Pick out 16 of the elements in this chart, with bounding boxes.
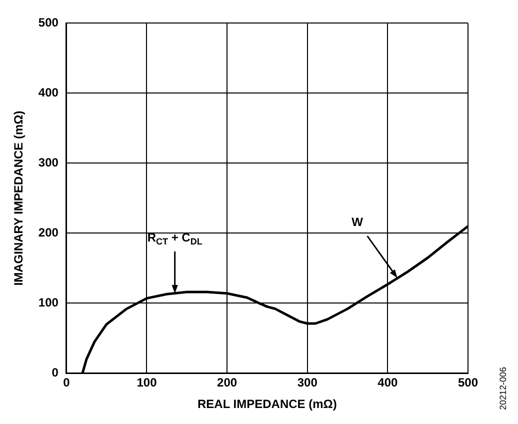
y-tick-label: 400	[38, 86, 59, 100]
y-tick-label: 500	[38, 16, 59, 30]
x-tick-label: 500	[458, 376, 478, 390]
x-tick-label: 300	[297, 376, 318, 390]
y-tick-label: 100	[38, 296, 59, 310]
y-axis-title: IMAGINARY IMPEDANCE (mΩ)	[12, 110, 26, 286]
x-tick-label: 200	[217, 376, 238, 390]
y-tick-label: 200	[38, 226, 59, 240]
x-tick-label: 400	[378, 376, 398, 390]
y-tick-label: 0	[52, 366, 59, 380]
text: 20212-006	[498, 366, 508, 410]
x-axis-title: REAL IMPEDANCE (mΩ)	[198, 397, 337, 412]
x-tick-label: 100	[136, 376, 158, 390]
annotation: W	[352, 215, 364, 229]
x-tick-label: 0	[63, 376, 70, 390]
y-tick-label: 300	[38, 156, 59, 170]
